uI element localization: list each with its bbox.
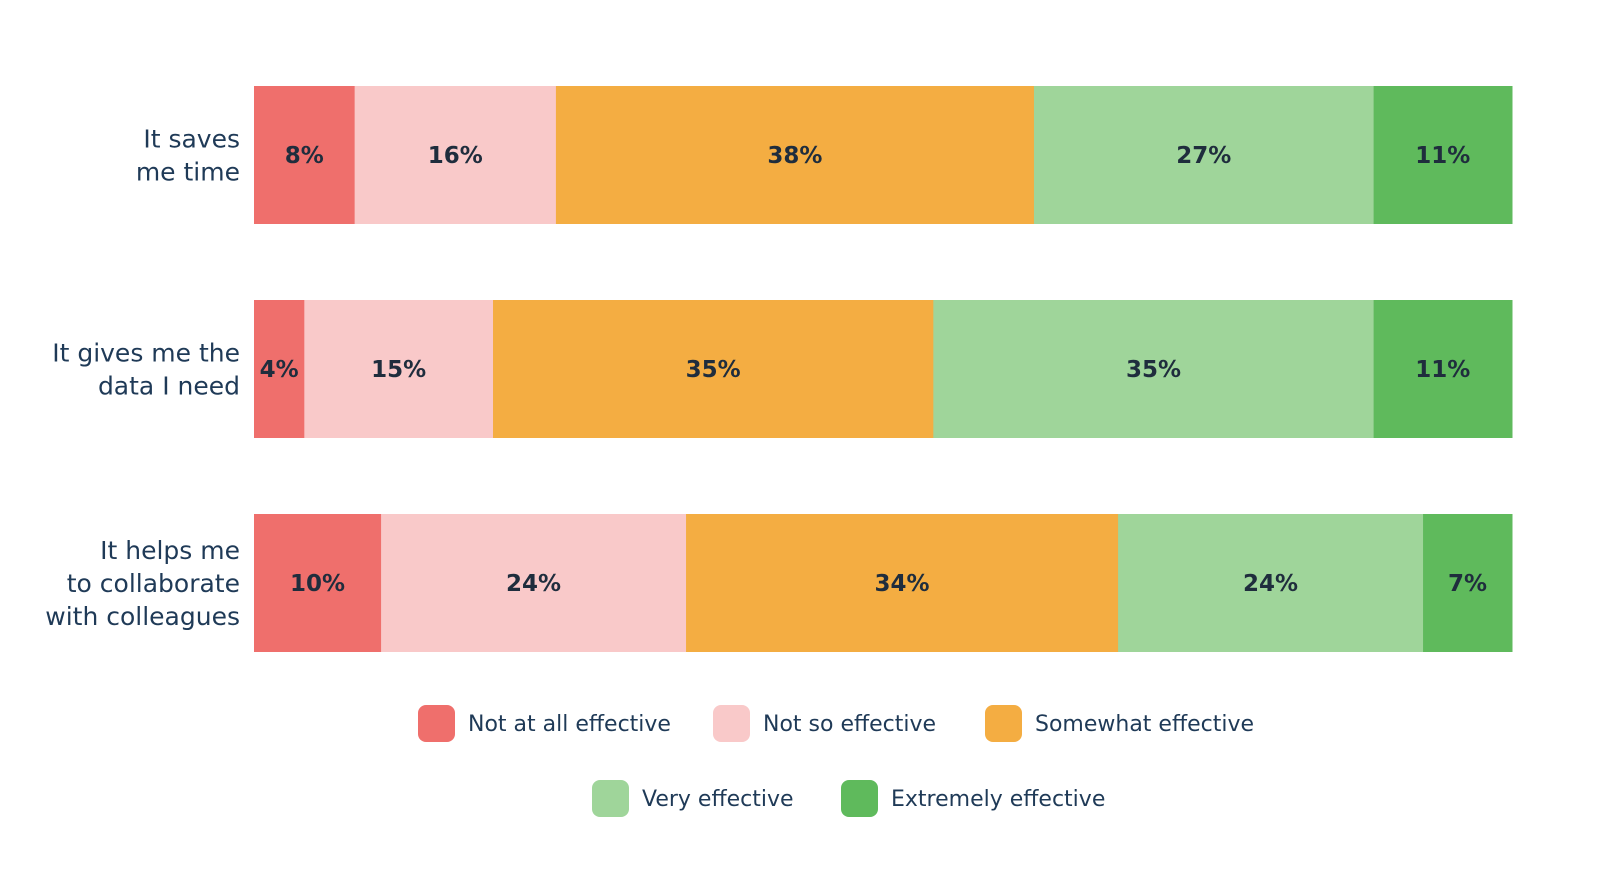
value-label-2-0: 10% <box>290 571 345 597</box>
value-label-0-1: 16% <box>428 143 483 169</box>
value-label-0-0: 8% <box>285 143 324 169</box>
bar-segment-2-2 <box>686 514 1119 652</box>
bar-segment-0-2 <box>555 86 1035 224</box>
value-label-0-4: 11% <box>1415 143 1470 169</box>
legend-label-1-0: Very effective <box>642 787 794 812</box>
bar-segment-1-3 <box>933 300 1375 438</box>
legend-label-0-2: Somewhat effective <box>1035 712 1254 737</box>
legend-swatch-0-2 <box>985 705 1022 742</box>
bars-group: 8% 16% 38% 27% 11% 4% 15% 35% 35% 11% 10% 24% 34% 24%… <box>254 86 1513 652</box>
legend-swatch-1-1 <box>841 780 878 817</box>
category-label-0: It saves me time <box>136 125 240 187</box>
bar-segment-2-0 <box>254 514 382 652</box>
legend-label-0-1: Not so effective <box>763 712 936 737</box>
legend-label-1-1: Extremely effective <box>891 787 1105 812</box>
category-label-line-0-1: me time <box>136 158 240 187</box>
category-label-line-2-0: It helps me <box>100 536 240 565</box>
value-label-2-2: 34% <box>875 571 930 597</box>
category-label-line-2-2: with colleagues <box>45 602 240 631</box>
value-label-0-3: 27% <box>1176 143 1231 169</box>
value-label-2-4: 7% <box>1448 571 1487 597</box>
value-label-0-2: 38% <box>767 143 822 169</box>
category-label-line-1-1: data I need <box>98 372 240 401</box>
category-label-1: It gives me the data I need <box>52 339 240 401</box>
bar-segment-1-1 <box>304 300 494 438</box>
category-label-line-0-0: It saves <box>143 125 240 154</box>
legend-swatch-1-0 <box>592 780 629 817</box>
category-labels: It saves me time It gives me the data I nee… <box>45 125 240 632</box>
value-label-1-4: 11% <box>1415 357 1470 383</box>
value-label-1-3: 35% <box>1126 357 1181 383</box>
legend-swatch-0-1 <box>713 705 750 742</box>
category-label-line-2-1: to collaborate <box>67 569 240 598</box>
legend: Not at all effective Not so effective Some… <box>418 705 1254 817</box>
bar-segment-0-0 <box>254 86 356 224</box>
bar-segment-2-3 <box>1118 514 1424 652</box>
bar-segment-1-2 <box>493 300 934 438</box>
bar-segment-0-4 <box>1373 86 1513 224</box>
bar-segment-2-1 <box>381 514 687 652</box>
value-label-1-0: 4% <box>260 357 299 383</box>
bar-segment-0-3 <box>1033 86 1375 224</box>
value-label-1-2: 35% <box>686 357 741 383</box>
category-label-line-1-0: It gives me the <box>52 339 240 368</box>
value-label-2-3: 24% <box>1243 571 1298 597</box>
value-label-2-1: 24% <box>506 571 561 597</box>
legend-label-0-0: Not at all effective <box>468 712 671 737</box>
legend-swatch-0-0 <box>418 705 455 742</box>
category-label-2: It helps me to collaborate with colleagues <box>45 536 240 631</box>
bar-segment-1-0 <box>254 300 305 438</box>
bar-segment-0-1 <box>354 86 557 224</box>
bar-segment-2-4 <box>1423 514 1513 652</box>
value-label-1-1: 15% <box>371 357 426 383</box>
bar-segment-1-4 <box>1373 300 1513 438</box>
